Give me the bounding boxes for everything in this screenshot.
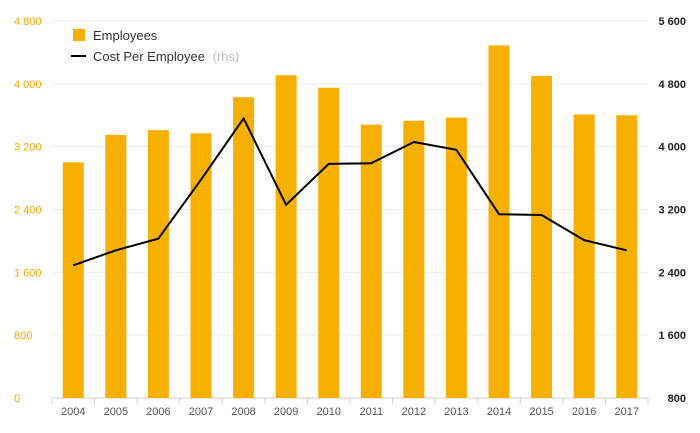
right-tick-label: 1 600 <box>658 330 686 342</box>
x-tick-label: 2009 <box>274 406 298 418</box>
gridlines <box>52 20 648 399</box>
x-tick-label: 2015 <box>529 406 553 418</box>
x-tick-label: 2016 <box>572 406 596 418</box>
x-tick-label: 2005 <box>104 406 128 418</box>
x-tick-label: 2013 <box>444 406 468 418</box>
legend-swatch-employees <box>73 29 85 41</box>
left-tick-label: 3 200 <box>14 142 42 154</box>
bar-2004 <box>62 162 84 398</box>
x-tick-label: 2010 <box>316 406 340 418</box>
line-path-cost-per-employee <box>72 117 627 267</box>
bar-2017 <box>616 115 638 398</box>
x-tick-label: 2012 <box>402 406 426 418</box>
right-tick-label: 4 800 <box>658 79 686 91</box>
x-tick-label: 2017 <box>614 406 638 418</box>
line-series-cost-per-employee <box>72 117 627 267</box>
svg-text:Cost Per Employee (rhs): Cost Per Employee (rhs) <box>93 49 239 64</box>
bar-2011 <box>360 124 382 399</box>
bar-2009 <box>275 75 297 398</box>
left-tick-label: 1 600 <box>14 267 42 279</box>
left-tick-label: 0 <box>14 393 20 405</box>
left-tick-label: 4 800 <box>14 16 42 28</box>
x-tick-label: 2014 <box>487 406 511 418</box>
bar-2006 <box>147 130 169 398</box>
bar-2014 <box>488 45 510 399</box>
legend: Employees Cost Per Employee (rhs) <box>71 28 239 64</box>
left-tick-label: 2 400 <box>14 205 42 217</box>
bar-2012 <box>403 120 425 398</box>
x-tick-label: 2004 <box>61 406 85 418</box>
right-tick-label: 5 600 <box>658 16 686 28</box>
left-tick-label: 800 <box>14 330 32 342</box>
bar-2010 <box>318 87 340 399</box>
right-tick-label: 2 400 <box>658 267 686 279</box>
x-tick-label: 2011 <box>359 406 383 418</box>
x-tick-label: 2008 <box>231 406 255 418</box>
bar-2016 <box>573 114 595 398</box>
bar-2008 <box>233 97 255 398</box>
x-tick-label: 2007 <box>189 406 213 418</box>
right-axis: 800 1 600 2 400 3 200 4 000 4 800 5 600 <box>658 16 686 405</box>
right-tick-label: 800 <box>668 393 686 405</box>
left-tick-label: 4 000 <box>14 79 42 91</box>
right-tick-label: 4 000 <box>658 142 686 154</box>
legend-label-rhs-suffix: (rhs) <box>213 49 240 64</box>
x-tick-label: 2006 <box>146 406 170 418</box>
x-axis: 2004 2005 2006 2007 2008 2009 2010 2011 2012 2013… <box>51 398 649 418</box>
bar-series-employees <box>62 45 638 399</box>
right-tick-label: 3 200 <box>658 205 686 217</box>
legend-label-cost-per-employee: Cost Per Employee <box>93 49 205 64</box>
bar-2013 <box>445 117 467 398</box>
bar-2005 <box>105 134 127 398</box>
left-axis: 0 800 1 600 2 400 3 200 4 000 4 800 <box>14 16 42 405</box>
bar-2007 <box>190 133 212 399</box>
bar-2015 <box>531 75 553 399</box>
legend-label-employees: Employees <box>93 28 158 43</box>
